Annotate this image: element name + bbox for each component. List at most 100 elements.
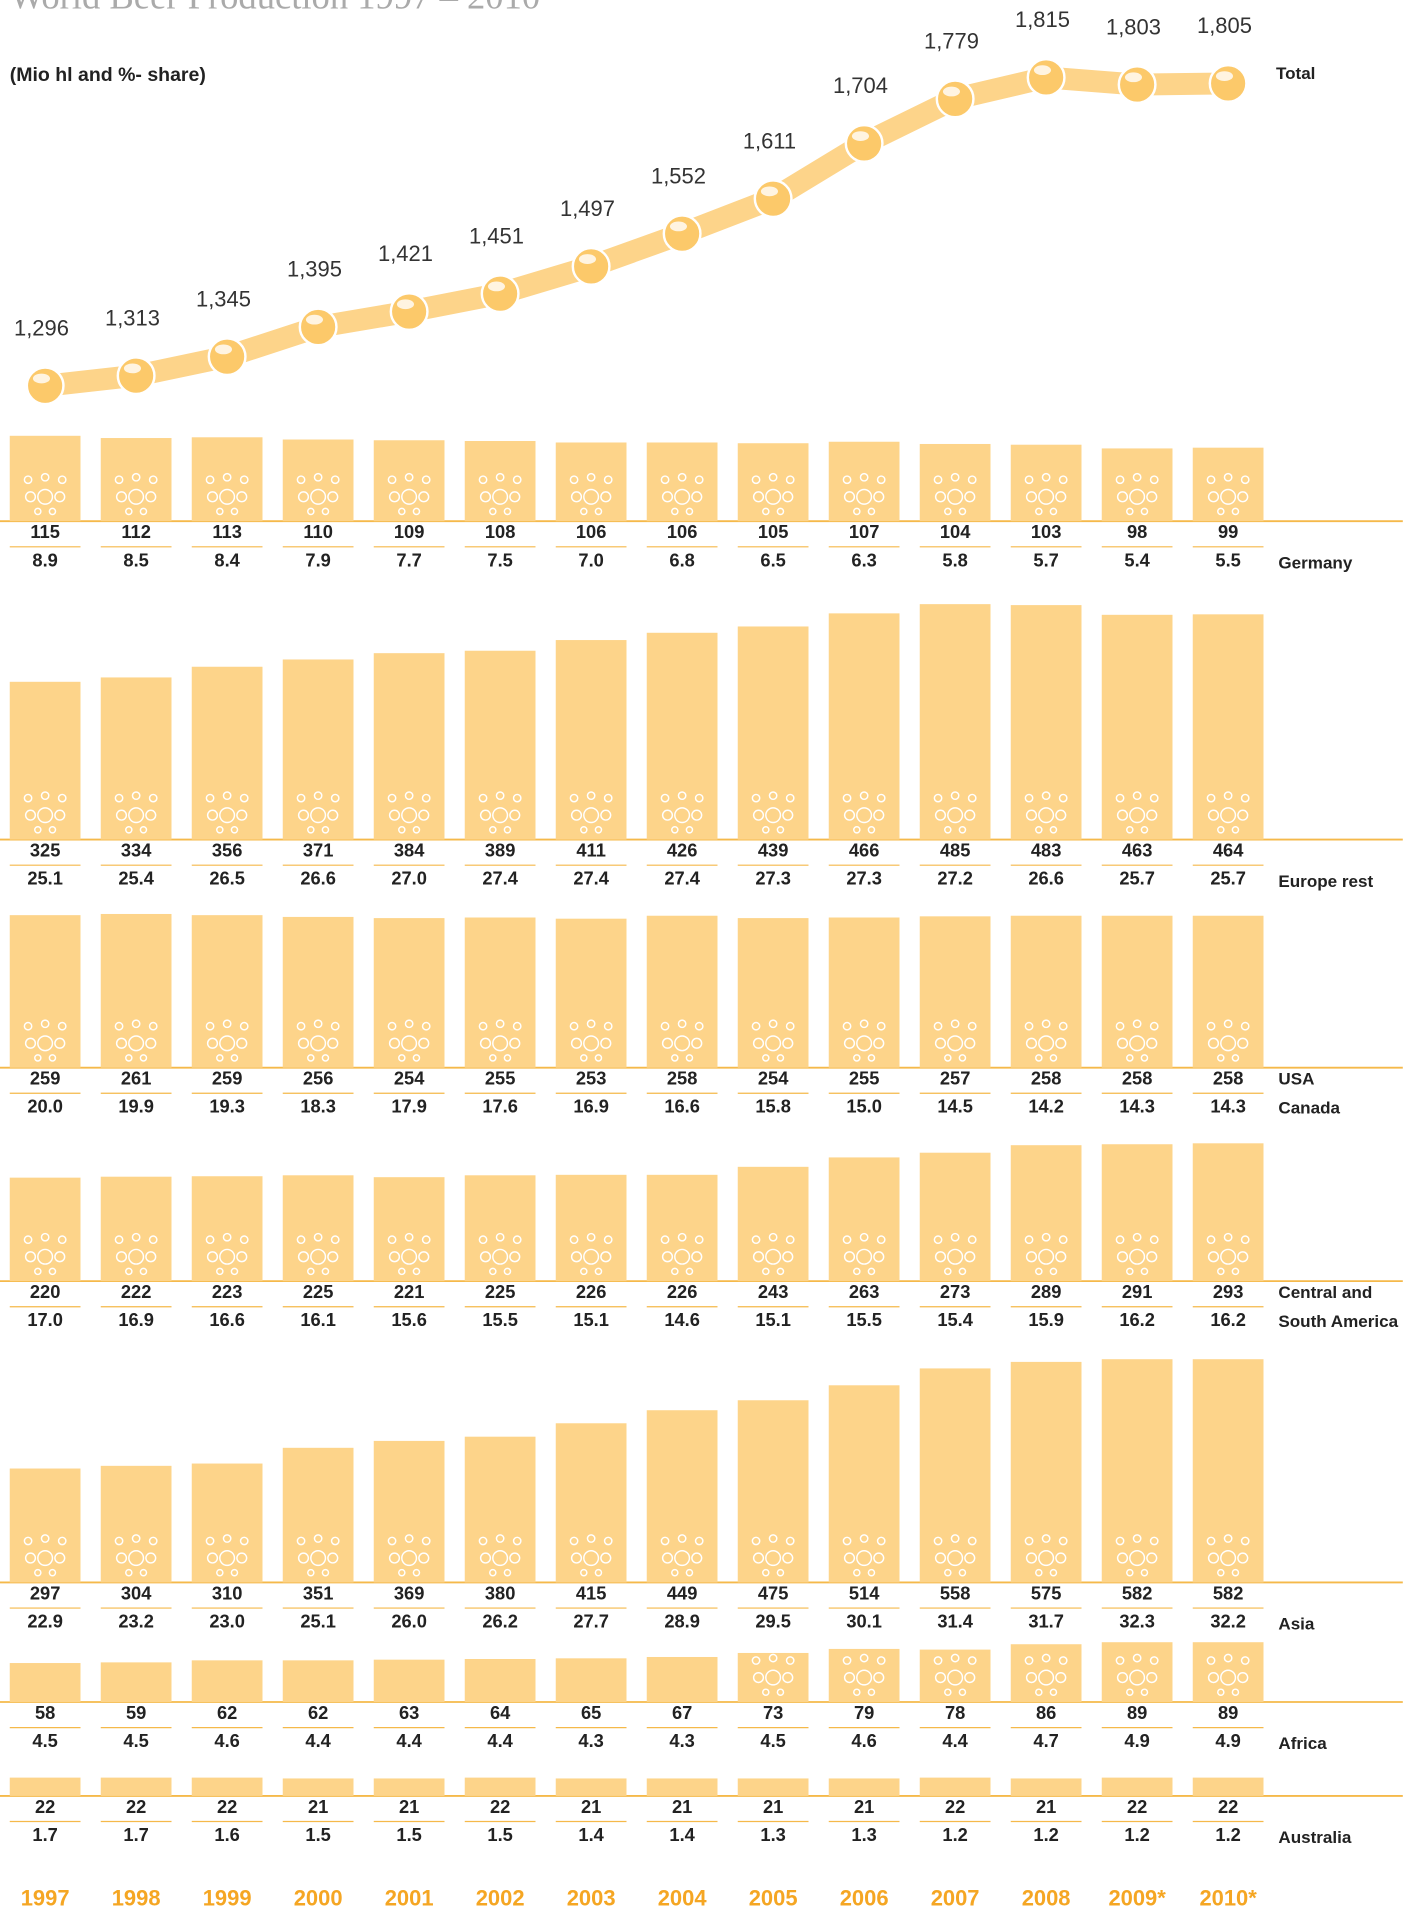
- share-label: 27.4: [482, 868, 518, 889]
- bubble: [1231, 507, 1240, 516]
- bar: [828, 1778, 900, 1796]
- share-label: 15.0: [846, 1096, 882, 1117]
- bubble: [671, 1054, 679, 1062]
- bubble: [512, 475, 522, 485]
- bar: [100, 1176, 172, 1282]
- bubble: [388, 1552, 401, 1564]
- bar: [1010, 1361, 1082, 1583]
- value-label: 325: [30, 840, 61, 861]
- bubble: [236, 1037, 248, 1049]
- bubble: [1024, 1536, 1034, 1546]
- bubble: [115, 1037, 128, 1049]
- share-label: 6.3: [851, 549, 876, 570]
- year-label: 2006: [840, 1885, 889, 1910]
- value-label: 226: [576, 1281, 607, 1302]
- region-label: Asia: [1278, 1615, 1315, 1634]
- bar: [1101, 1144, 1173, 1282]
- bubble: [768, 472, 778, 482]
- value-label: 258: [1031, 1068, 1062, 1089]
- bubble: [762, 1568, 770, 1577]
- value-label: 22: [945, 1796, 965, 1817]
- bubble: [762, 507, 770, 516]
- bar: [737, 626, 809, 840]
- share-label: 15.1: [573, 1309, 609, 1330]
- point: [1026, 57, 1066, 97]
- share-label: 7.5: [487, 549, 512, 570]
- bubble: [856, 1669, 873, 1686]
- value-label: 582: [1213, 1582, 1244, 1603]
- point: [389, 292, 429, 332]
- bubble: [1038, 488, 1055, 505]
- bubble: [876, 1656, 886, 1665]
- bubble: [856, 488, 873, 505]
- bubble: [219, 488, 236, 505]
- bubble: [685, 507, 694, 516]
- bubble: [958, 1054, 967, 1062]
- share-label: 18.3: [300, 1096, 336, 1117]
- value-label: 289: [1031, 1281, 1062, 1302]
- bubble: [1237, 1552, 1249, 1564]
- bubble: [1132, 1232, 1142, 1242]
- bubble: [34, 826, 42, 834]
- bubble: [512, 1235, 522, 1245]
- bubble: [230, 1054, 239, 1062]
- bar: [555, 1423, 627, 1583]
- bar: [646, 1410, 718, 1583]
- bubble: [1240, 1656, 1250, 1665]
- point: [298, 307, 338, 347]
- bubble: [967, 1536, 977, 1546]
- bar: [1010, 915, 1082, 1068]
- bubble: [1149, 1656, 1159, 1665]
- data-label: 1,552: [651, 163, 706, 188]
- bubble: [48, 1568, 57, 1577]
- bar: [191, 1463, 263, 1583]
- bubble: [1055, 1037, 1067, 1049]
- value-label: 22: [35, 1796, 55, 1817]
- point: [844, 123, 884, 163]
- bubble: [34, 507, 42, 516]
- bar: [646, 1778, 718, 1796]
- value-label: 380: [485, 1582, 516, 1603]
- value-label: 22: [1218, 1796, 1238, 1817]
- bubble: [297, 491, 310, 503]
- bar: [100, 438, 172, 522]
- value-label: 258: [1122, 1068, 1153, 1089]
- bubble: [23, 1235, 33, 1245]
- bubble: [387, 1536, 397, 1546]
- bubble: [479, 1251, 492, 1263]
- bubble: [583, 1248, 600, 1265]
- bubble: [125, 826, 133, 834]
- bubble: [114, 793, 124, 803]
- bubble: [1126, 507, 1134, 516]
- bubble: [768, 1653, 778, 1663]
- bubble: [685, 1568, 694, 1577]
- bubble: [418, 809, 430, 821]
- share-label: 27.3: [755, 868, 791, 889]
- share-label: 16.1: [300, 1309, 336, 1330]
- share-label: 17.9: [391, 1096, 427, 1117]
- bubble: [1025, 809, 1038, 821]
- share-label: 26.2: [482, 1611, 518, 1632]
- bubble: [1129, 1669, 1146, 1686]
- bubble: [964, 1251, 976, 1263]
- bubble: [1149, 793, 1159, 803]
- value-label: 371: [303, 840, 334, 861]
- bubble: [412, 1568, 421, 1577]
- bubble: [54, 1037, 66, 1049]
- bubble: [964, 1671, 976, 1684]
- bubble: [694, 1235, 704, 1245]
- bubble: [751, 1021, 761, 1031]
- bubble: [843, 491, 856, 503]
- bubble: [512, 1021, 522, 1031]
- data-label: 1,345: [196, 286, 251, 311]
- share-label: 1.5: [396, 1824, 421, 1845]
- bubble: [1132, 1534, 1142, 1543]
- bubble: [216, 1054, 224, 1062]
- point: [662, 214, 702, 254]
- point: [1117, 65, 1157, 105]
- bubble: [115, 1251, 128, 1263]
- highlight: [305, 314, 324, 325]
- bubble: [583, 488, 600, 505]
- value-label: 259: [30, 1068, 61, 1089]
- bubble: [843, 1552, 856, 1564]
